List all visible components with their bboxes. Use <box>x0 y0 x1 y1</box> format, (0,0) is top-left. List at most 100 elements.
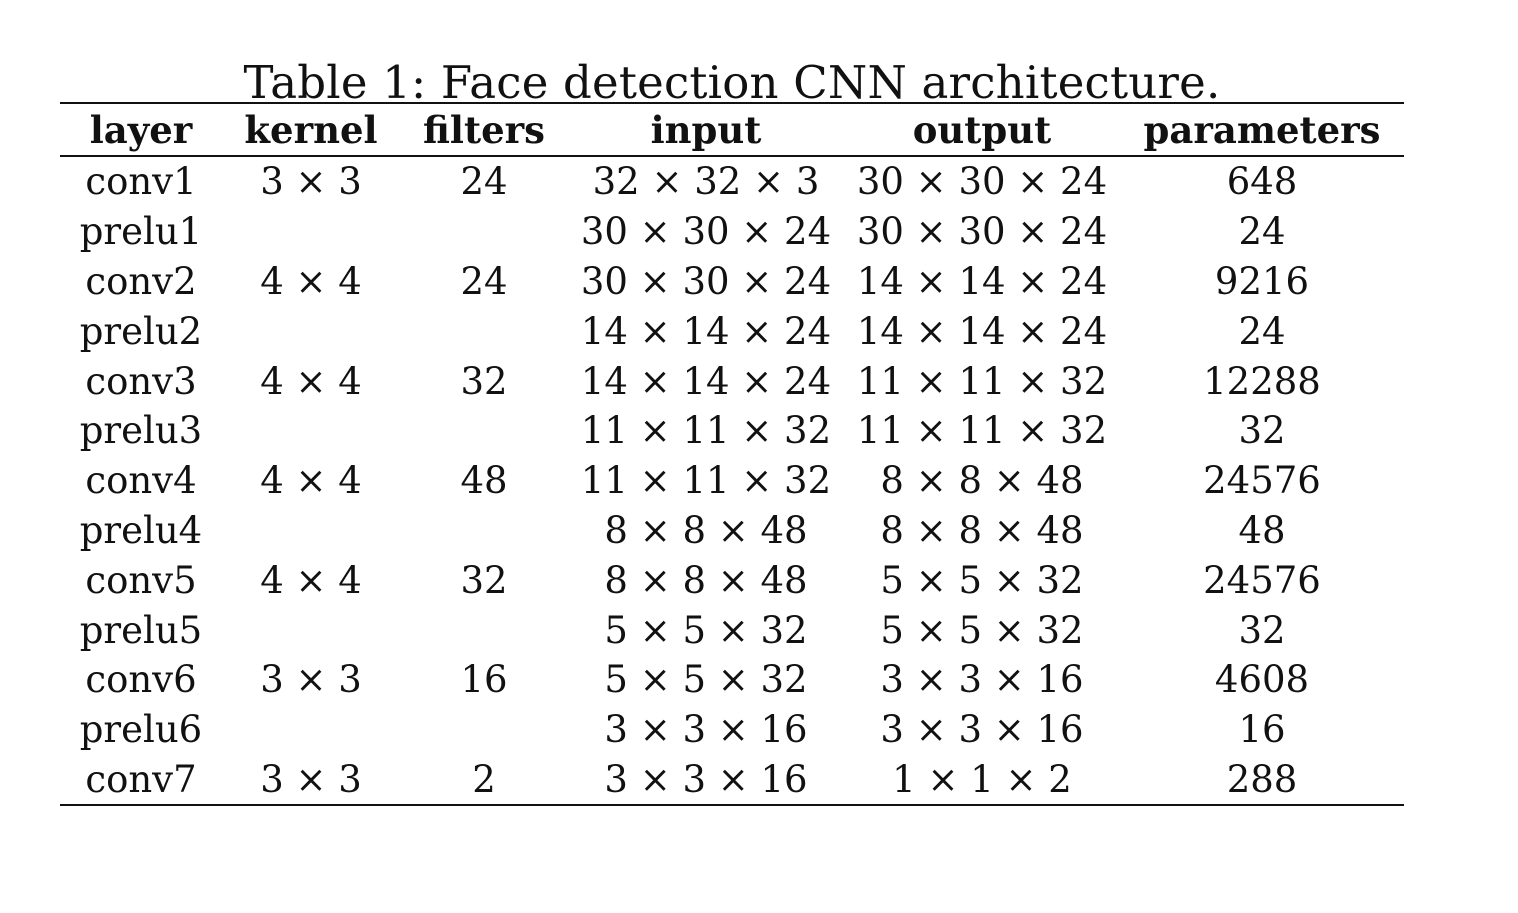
cell-layer: conv4 <box>85 459 197 503</box>
cell-output: 30 × 30 × 24 <box>856 160 1108 204</box>
table-row: prelu1 30 × 30 × 24 30 × 30 × 24 24 <box>60 207 1404 257</box>
cell-kernel <box>222 506 400 556</box>
cell-input: 14 × 14 × 24 <box>580 359 832 403</box>
table-row: conv3 4 × 4 32 14 × 14 × 24 11 × 11 × 32 1228… <box>60 356 1404 406</box>
cell-parameters: 12288 <box>1203 359 1321 403</box>
cell-filters: 16 <box>460 658 508 702</box>
cell-parameters: 24576 <box>1203 459 1321 503</box>
cell-layer: prelu2 <box>79 309 203 353</box>
cell-output: 3 × 3 × 16 <box>880 658 1084 702</box>
cell-filters: 48 <box>460 459 508 503</box>
cell-filters: 24 <box>460 259 508 303</box>
cell-output: 11 × 11 × 32 <box>856 409 1108 453</box>
cell-kernel: 4 × 4 <box>260 558 362 602</box>
cell-kernel: 3 × 3 <box>260 160 362 204</box>
cell-output: 30 × 30 × 24 <box>856 210 1108 254</box>
cell-output: 5 × 5 × 32 <box>880 608 1084 652</box>
cell-parameters: 288 <box>1226 757 1298 801</box>
cell-input: 30 × 30 × 24 <box>580 259 832 303</box>
header-filters: filters <box>423 107 545 152</box>
cell-kernel: 4 × 4 <box>260 359 362 403</box>
table-row: prelu3 11 × 11 × 32 11 × 11 × 32 32 <box>60 406 1404 456</box>
header-row: layer kernel filters input output parame… <box>60 103 1404 156</box>
table-row: prelu6 3 × 3 × 16 3 × 3 × 16 16 <box>60 705 1404 755</box>
architecture-table: layer kernel filters input output parame… <box>60 102 1404 806</box>
cell-filters: 2 <box>472 757 496 801</box>
cell-kernel <box>222 207 400 257</box>
cell-layer: conv5 <box>85 558 197 602</box>
cell-kernel <box>222 705 400 755</box>
architecture-table-container: layer kernel filters input output parame… <box>60 102 1404 806</box>
cell-parameters: 4608 <box>1214 658 1310 702</box>
cell-filters <box>400 406 568 456</box>
cell-filters: 32 <box>460 359 508 403</box>
cell-output: 1 × 1 × 2 <box>892 757 1072 801</box>
cell-input: 3 × 3 × 16 <box>604 708 808 752</box>
cell-parameters: 648 <box>1226 160 1298 204</box>
table-row: conv2 4 × 4 24 30 × 30 × 24 14 × 14 × 24 9216 <box>60 257 1404 307</box>
cell-input: 30 × 30 × 24 <box>580 210 832 254</box>
table-caption: Table 1: Face detection CNN architecture… <box>243 56 1221 109</box>
cell-input: 11 × 11 × 32 <box>580 459 832 503</box>
table-row: conv1 3 × 3 24 32 × 32 × 3 30 × 30 × 24 648 <box>60 156 1404 207</box>
cell-output: 14 × 14 × 24 <box>856 309 1108 353</box>
cell-input: 5 × 5 × 32 <box>604 658 808 702</box>
cell-input: 5 × 5 × 32 <box>604 608 808 652</box>
cell-kernel: 3 × 3 <box>260 757 362 801</box>
cell-filters <box>400 506 568 556</box>
cell-parameters: 32 <box>1238 409 1286 453</box>
cell-input: 14 × 14 × 24 <box>580 309 832 353</box>
cell-input: 8 × 8 × 48 <box>604 558 808 602</box>
cell-parameters: 48 <box>1238 508 1286 552</box>
table-row: conv5 4 × 4 32 8 × 8 × 48 5 × 5 × 32 24576 <box>60 555 1404 605</box>
table-row: prelu4 8 × 8 × 48 8 × 8 × 48 48 <box>60 506 1404 556</box>
cell-layer: prelu4 <box>79 508 203 552</box>
table-body: conv1 3 × 3 24 32 × 32 × 3 30 × 30 × 24 648 pr… <box>60 156 1404 806</box>
table-header: layer kernel filters input output parame… <box>60 103 1404 156</box>
header-kernel: kernel <box>244 107 378 152</box>
cell-filters <box>400 207 568 257</box>
cell-input: 32 × 32 × 3 <box>592 160 820 204</box>
table-row: conv7 3 × 3 2 3 × 3 × 16 1 × 1 × 2 288 <box>60 755 1404 806</box>
cell-filters <box>400 605 568 655</box>
cell-kernel: 4 × 4 <box>260 459 362 503</box>
cell-output: 11 × 11 × 32 <box>856 359 1108 403</box>
cell-layer: conv3 <box>85 359 197 403</box>
cell-parameters: 24 <box>1238 210 1286 254</box>
cell-filters <box>400 705 568 755</box>
cell-parameters: 24576 <box>1203 558 1321 602</box>
header-layer: layer <box>89 107 193 152</box>
cell-layer: conv1 <box>85 160 197 204</box>
cell-output: 8 × 8 × 48 <box>880 459 1084 503</box>
cell-kernel: 4 × 4 <box>260 259 362 303</box>
cell-input: 11 × 11 × 32 <box>580 409 832 453</box>
cell-parameters: 16 <box>1238 708 1286 752</box>
cell-kernel: 3 × 3 <box>260 658 362 702</box>
cell-filters: 32 <box>460 558 508 602</box>
header-input: input <box>650 107 762 152</box>
cell-input: 8 × 8 × 48 <box>604 508 808 552</box>
cell-filters: 24 <box>460 160 508 204</box>
cell-output: 8 × 8 × 48 <box>880 508 1084 552</box>
cell-output: 14 × 14 × 24 <box>856 259 1108 303</box>
header-output: output <box>912 107 1052 152</box>
cell-layer: prelu5 <box>79 608 203 652</box>
cell-kernel <box>222 306 400 356</box>
header-parameters: parameters <box>1143 107 1381 152</box>
cell-layer: conv7 <box>85 757 197 801</box>
cell-layer: prelu1 <box>79 210 203 254</box>
table-row: conv4 4 × 4 48 11 × 11 × 32 8 × 8 × 48 24576 <box>60 456 1404 506</box>
cell-layer: prelu3 <box>79 409 203 453</box>
cell-kernel <box>222 605 400 655</box>
cell-input: 3 × 3 × 16 <box>604 757 808 801</box>
table-row: prelu5 5 × 5 × 32 5 × 5 × 32 32 <box>60 605 1404 655</box>
cell-parameters: 24 <box>1238 309 1286 353</box>
cell-filters <box>400 306 568 356</box>
table-row: prelu2 14 × 14 × 24 14 × 14 × 24 24 <box>60 306 1404 356</box>
cell-kernel <box>222 406 400 456</box>
cell-output: 3 × 3 × 16 <box>880 708 1084 752</box>
cell-layer: prelu6 <box>79 708 203 752</box>
cell-output: 5 × 5 × 32 <box>880 558 1084 602</box>
cell-parameters: 9216 <box>1214 259 1310 303</box>
cell-layer: conv6 <box>85 658 197 702</box>
